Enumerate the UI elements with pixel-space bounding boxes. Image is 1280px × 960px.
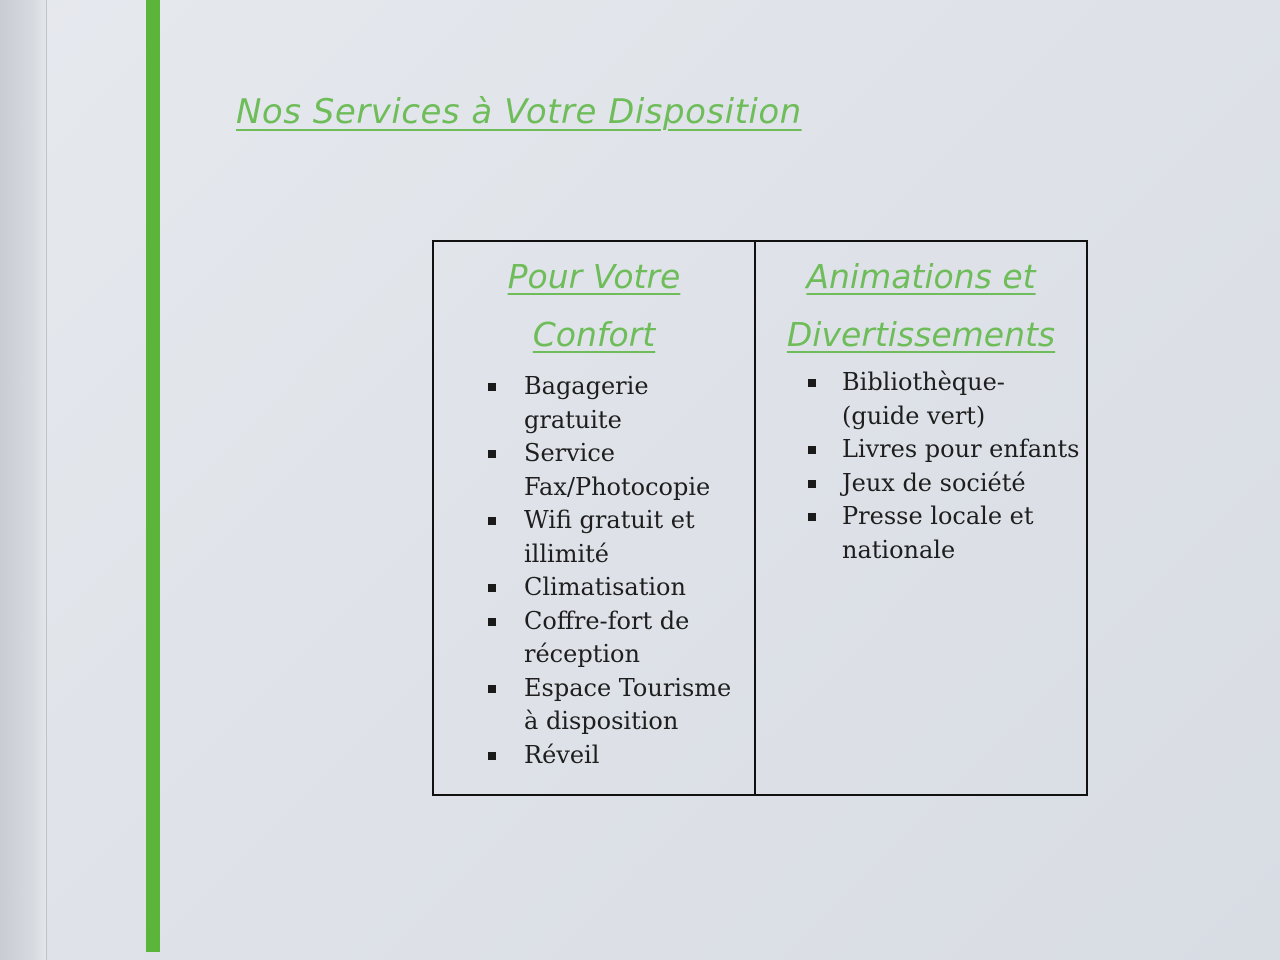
entertainment-heading-line1: Animations et [806,257,1036,296]
square-bullet-icon [488,684,496,693]
list-item: Service Fax/Photocopie [434,437,754,504]
square-bullet-icon [488,617,496,626]
square-bullet-icon [488,751,496,760]
comfort-heading: Pour Votre Confort [434,248,754,364]
entertainment-list: Bibliothèque-(guide vert) Livres pour en… [756,366,1086,567]
list-item: Climatisation [434,571,754,605]
services-table: Pour Votre Confort Bagagerie gratuite Se… [432,240,1088,796]
comfort-heading-line2: Confort [532,315,656,354]
comfort-list: Bagagerie gratuite Service Fax/Photocopi… [434,370,754,772]
list-item: Wifi gratuit et illimité [434,504,754,571]
square-bullet-icon [488,517,496,525]
list-item: Bagagerie gratuite [434,370,754,437]
list-item: Bibliothèque-(guide vert) [756,366,1086,433]
square-bullet-icon [808,479,816,488]
square-bullet-icon [488,584,496,592]
entertainment-heading: Animations et Divertissements [756,248,1086,364]
list-item: Jeux de société [756,467,1086,501]
square-bullet-icon [488,450,496,458]
list-item: Espace Tourisme à disposition [434,672,754,739]
list-item: Livres pour enfants [756,433,1086,467]
entertainment-heading-line2: Divertissements [786,315,1056,354]
square-bullet-icon [808,513,816,521]
green-margin-bar [146,0,160,952]
comfort-column: Pour Votre Confort Bagagerie gratuite Se… [434,242,756,794]
comfort-heading-line1: Pour Votre [507,257,681,296]
list-item: Presse locale et nationale [756,500,1086,567]
square-bullet-icon [808,446,816,454]
list-item: Réveil [434,739,754,773]
square-bullet-icon [488,383,496,391]
entertainment-column: Animations et Divertissements Bibliothèq… [756,242,1086,794]
square-bullet-icon [808,379,816,387]
binder-page-edge [0,0,47,960]
page-title: Nos Services à Votre Disposition [236,92,802,132]
list-item: Coffre-fort de réception [434,605,754,672]
